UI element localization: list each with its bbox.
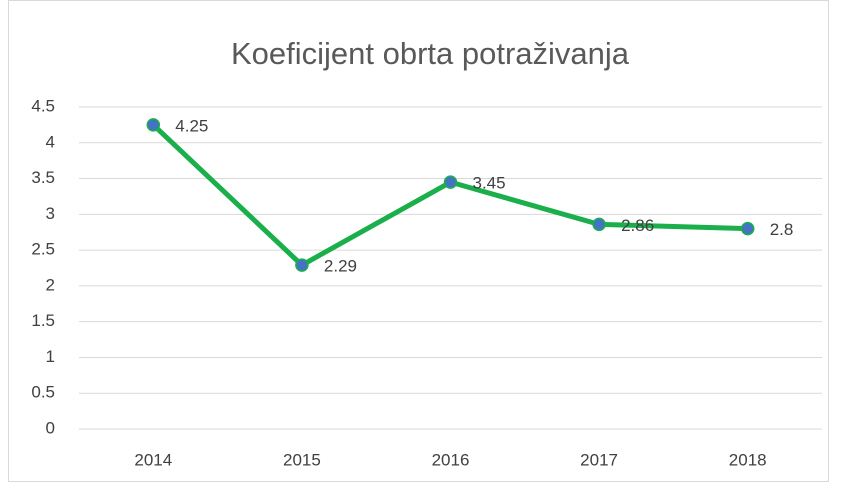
x-tick-label: 2018 [729, 450, 767, 469]
chart-border [8, 0, 829, 482]
data-label: 4.25 [175, 116, 208, 135]
x-tick-label: 2015 [283, 450, 321, 469]
y-tick-label: 3 [46, 204, 55, 223]
x-tick-label: 2014 [134, 450, 172, 469]
marker [295, 258, 309, 272]
y-tick-label: 1.5 [31, 311, 55, 330]
y-tick-label: 1 [46, 347, 55, 366]
data-label: 2.8 [770, 220, 794, 239]
y-tick-label: 4.5 [31, 96, 55, 115]
y-tick-label: 2.5 [31, 240, 55, 259]
marker [740, 221, 755, 236]
y-tick-label: 4 [46, 132, 55, 151]
data-label: 2.86 [621, 216, 654, 235]
x-tick-label: 2016 [432, 450, 470, 469]
y-tick-label: 2 [46, 275, 55, 294]
marker [146, 118, 161, 132]
y-tick-label: 0.5 [31, 383, 55, 402]
x-tick-label: 2017 [580, 450, 618, 469]
data-label: 3.45 [473, 174, 506, 193]
y-tick-label: 0 [46, 418, 55, 437]
y-tick-label: 3.5 [31, 168, 55, 187]
chart-title: Koeficijent obrta potraživanja [231, 36, 630, 71]
marker [592, 217, 606, 232]
data-label: 2.29 [324, 257, 357, 276]
marker [443, 175, 458, 189]
